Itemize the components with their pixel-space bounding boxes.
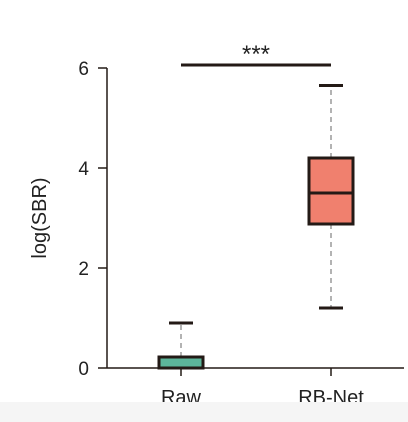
x-tick-label: RB-Net bbox=[298, 387, 364, 402]
iqr-box bbox=[157, 355, 205, 370]
y-tick-label: 6 bbox=[78, 59, 89, 80]
iqr-box bbox=[307, 156, 355, 226]
x-tick-label: Raw bbox=[161, 387, 202, 402]
y-tick-label: 0 bbox=[78, 359, 89, 380]
significance-label: *** bbox=[242, 41, 270, 68]
bottom-band bbox=[0, 402, 408, 422]
significance-group: *** bbox=[181, 41, 331, 68]
y-tick-label: 2 bbox=[78, 259, 89, 280]
boxes-group bbox=[157, 84, 355, 370]
box-plot-chart: 0 2 4 6 Raw RB-Net *** log(SBR) bbox=[29, 41, 404, 409]
box-rb-net bbox=[307, 84, 355, 310]
y-axis-label: log(SBR) bbox=[29, 177, 51, 258]
y-tick-label: 4 bbox=[78, 159, 89, 180]
axes-group: 0 2 4 6 Raw RB-Net bbox=[78, 59, 404, 409]
box-raw bbox=[157, 321, 205, 370]
